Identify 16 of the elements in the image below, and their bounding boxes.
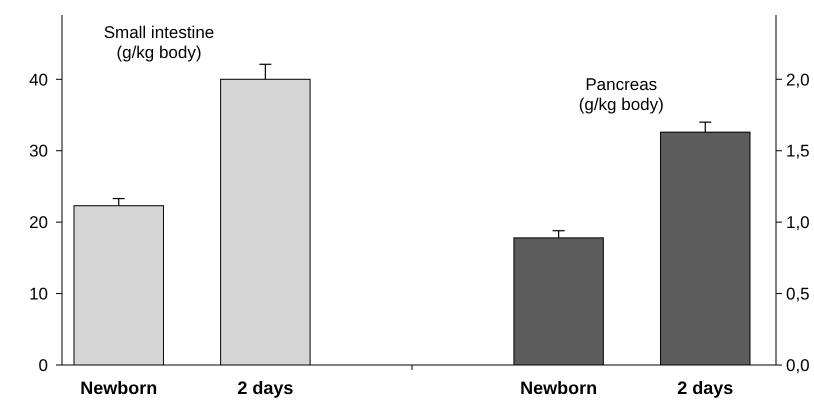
y-tick-label: 40 xyxy=(29,70,48,90)
x-tick-label: 2 days xyxy=(677,378,734,398)
y2-tick-label: 1,0 xyxy=(786,213,810,232)
x-tick-label: 2 days xyxy=(237,378,294,398)
y2-tick-label: 0,5 xyxy=(786,284,810,304)
series-label: Pancreas (g/kg body) xyxy=(578,75,664,114)
y-tick-label: 20 xyxy=(29,213,48,232)
x-tick-label: Newborn xyxy=(80,378,158,398)
y-tick-label: 0 xyxy=(38,356,48,375)
y-tick-label: 10 xyxy=(29,284,48,304)
y2-tick-label: 0,0 xyxy=(786,356,810,375)
x-tick-label: Newborn xyxy=(520,378,598,398)
series-label: Small intestine (g/kg body) xyxy=(104,23,214,62)
y2-tick-label: 1,5 xyxy=(786,142,810,161)
y-tick-label: 30 xyxy=(29,142,48,161)
y2-tick-label: 2,0 xyxy=(786,70,810,90)
